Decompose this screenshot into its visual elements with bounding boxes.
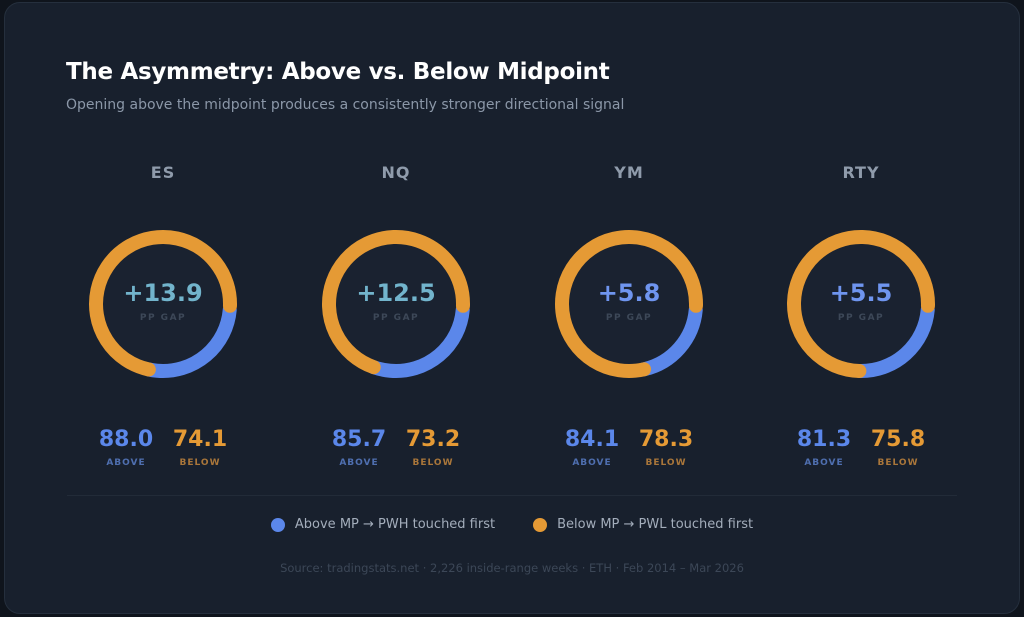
below-label: BELOW bbox=[645, 458, 687, 468]
divider bbox=[67, 495, 957, 496]
below-label: BELOW bbox=[179, 458, 221, 468]
above-label: ABOVE bbox=[339, 458, 379, 468]
legend-dot-below bbox=[533, 517, 548, 532]
below-arc bbox=[322, 230, 470, 378]
above-label: ABOVE bbox=[804, 458, 844, 468]
ticker-column-rty: RTY +5.5 PP GAP 81.3 ABOVE 75.8 BELOW bbox=[745, 163, 977, 468]
above-label: ABOVE bbox=[572, 458, 612, 468]
source-note: Source: tradingstats.net · 2,226 inside-… bbox=[280, 561, 744, 575]
ticker-label: ES bbox=[150, 163, 176, 182]
chart-card: The Asymmetry: Above vs. Below Midpoint … bbox=[4, 2, 1020, 614]
gap-value: +5.5 bbox=[829, 279, 893, 307]
donut-ring: +5.8 PP GAP bbox=[544, 219, 714, 389]
below-arc bbox=[787, 230, 935, 378]
ticker-column-ym: YM +5.8 PP GAP 84.1 ABOVE 78.3 BELOW bbox=[513, 163, 745, 468]
below-value: 73.2 bbox=[405, 427, 461, 452]
ticker-column-es: ES +13.9 PP GAP 88.0 ABOVE 74.1 BELOW bbox=[47, 163, 279, 468]
above-value: 85.7 bbox=[331, 427, 387, 452]
donut-ring: +13.9 PP GAP bbox=[78, 219, 248, 389]
above-value: 81.3 bbox=[796, 427, 852, 452]
gap-label: PP GAP bbox=[372, 313, 420, 323]
below-arc bbox=[555, 230, 703, 378]
ticker-label: YM bbox=[614, 163, 644, 182]
below-value: 74.1 bbox=[172, 427, 228, 452]
legend: Above MP → PWH touched first Below MP → … bbox=[5, 517, 1019, 532]
donut-ring: +5.5 PP GAP bbox=[776, 219, 946, 389]
below-arc bbox=[88, 230, 237, 378]
legend-dot-above bbox=[270, 517, 285, 532]
above-value: 88.0 bbox=[98, 427, 154, 452]
ring-center bbox=[336, 244, 456, 364]
above-label: ABOVE bbox=[106, 458, 146, 468]
below-value: 75.8 bbox=[870, 427, 926, 452]
donut-ring: +12.5 PP GAP bbox=[311, 219, 481, 389]
legend-item-above: Above MP → PWH touched first bbox=[270, 517, 496, 532]
gap-value: +5.8 bbox=[597, 279, 661, 307]
page-subtitle: Opening above the midpoint produces a co… bbox=[66, 97, 625, 113]
ring-center bbox=[103, 244, 223, 364]
gap-label: PP GAP bbox=[139, 313, 187, 323]
gap-label: PP GAP bbox=[605, 313, 653, 323]
gap-value: +13.9 bbox=[123, 279, 203, 307]
ticker-label: NQ bbox=[381, 163, 411, 182]
below-label: BELOW bbox=[412, 458, 454, 468]
below-value: 78.3 bbox=[638, 427, 694, 452]
legend-label: Above MP → PWH touched first bbox=[294, 517, 496, 532]
legend-label: Below MP → PWL touched first bbox=[557, 517, 754, 532]
above-value: 84.1 bbox=[564, 427, 620, 452]
below-label: BELOW bbox=[877, 458, 919, 468]
ring-center bbox=[569, 244, 689, 364]
gap-value: +12.5 bbox=[356, 279, 436, 307]
ticker-label: RTY bbox=[842, 163, 880, 182]
legend-item-below: Below MP → PWL touched first bbox=[533, 517, 753, 532]
ticker-column-nq: NQ +12.5 PP GAP 85.7 ABOVE 73.2 BELOW bbox=[280, 163, 512, 468]
page-title: The Asymmetry: Above vs. Below Midpoint bbox=[66, 59, 610, 85]
ring-center bbox=[801, 244, 921, 364]
gap-label: PP GAP bbox=[837, 313, 885, 323]
